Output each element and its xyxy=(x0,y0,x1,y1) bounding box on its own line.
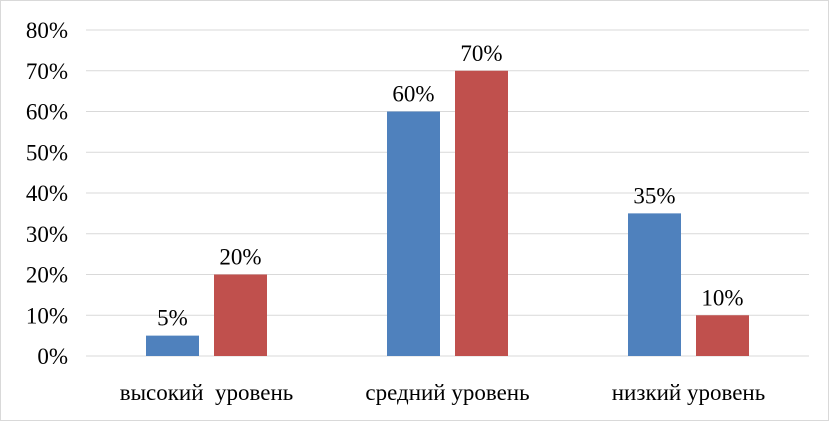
category-label: низкий уровень xyxy=(612,380,765,405)
bar xyxy=(387,111,440,356)
category-label: средний уровень xyxy=(365,380,529,405)
bar xyxy=(455,70,508,356)
y-axis-ticks: 0% 10% 20% 30% 40% 50% 60% 70% 80% xyxy=(26,18,68,369)
gridlines xyxy=(86,29,809,357)
bars xyxy=(146,70,749,356)
data-label: 70% xyxy=(460,41,502,66)
bar xyxy=(628,213,681,356)
x-axis-categories: высокий уровень средний уровень низкий уро… xyxy=(120,380,766,405)
data-label: 5% xyxy=(157,306,188,331)
y-tick-label: 0% xyxy=(37,344,68,369)
data-labels: 5% 20% 60% 70% 35% 10% xyxy=(157,41,743,331)
bar xyxy=(146,335,199,356)
data-label: 60% xyxy=(392,82,434,107)
y-tick-label: 20% xyxy=(26,263,68,288)
data-label: 20% xyxy=(219,245,261,270)
y-tick-label: 70% xyxy=(26,59,68,84)
data-label: 10% xyxy=(701,285,743,310)
y-tick-label: 80% xyxy=(26,18,68,43)
bar xyxy=(214,274,267,356)
y-tick-label: 60% xyxy=(26,100,68,125)
y-tick-label: 40% xyxy=(26,181,68,206)
y-tick-label: 30% xyxy=(26,222,68,247)
y-tick-label: 50% xyxy=(26,140,68,165)
data-label: 35% xyxy=(633,183,675,208)
category-label: высокий уровень xyxy=(120,380,294,405)
y-tick-label: 10% xyxy=(26,303,68,328)
bar xyxy=(696,315,749,356)
